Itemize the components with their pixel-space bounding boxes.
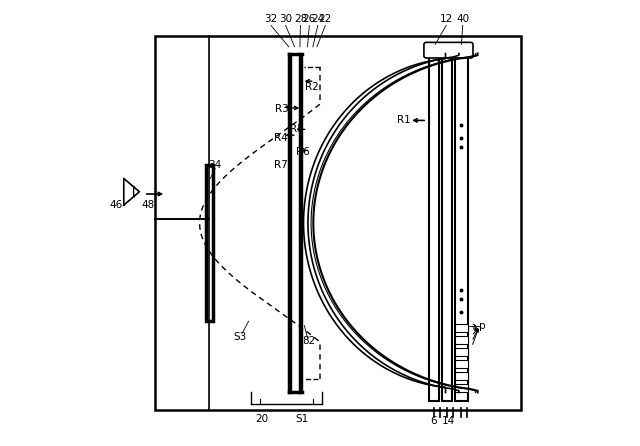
Text: R4: R4 — [275, 133, 288, 143]
Text: 48: 48 — [141, 200, 155, 210]
Text: 30: 30 — [279, 14, 292, 24]
Text: 46: 46 — [109, 200, 122, 210]
Text: R6: R6 — [296, 147, 310, 157]
Text: R7: R7 — [274, 160, 287, 170]
FancyBboxPatch shape — [455, 324, 468, 332]
Text: S3: S3 — [233, 332, 246, 342]
FancyBboxPatch shape — [455, 336, 468, 344]
Text: 20: 20 — [255, 414, 269, 424]
Text: 40: 40 — [456, 14, 469, 24]
Text: R3: R3 — [275, 104, 289, 114]
FancyBboxPatch shape — [455, 384, 468, 392]
Text: 24: 24 — [311, 14, 324, 24]
Text: 6: 6 — [431, 417, 437, 426]
FancyBboxPatch shape — [206, 165, 213, 321]
Text: 32: 32 — [264, 14, 278, 24]
Text: 22: 22 — [319, 14, 332, 24]
Text: 14: 14 — [442, 417, 455, 426]
Text: R2: R2 — [305, 82, 319, 92]
Text: 82: 82 — [302, 336, 316, 346]
Text: R1: R1 — [397, 116, 411, 125]
Text: 28: 28 — [294, 14, 307, 24]
Text: S1: S1 — [296, 414, 308, 424]
FancyBboxPatch shape — [442, 54, 452, 401]
FancyBboxPatch shape — [455, 54, 468, 401]
FancyBboxPatch shape — [424, 42, 473, 58]
FancyBboxPatch shape — [429, 54, 439, 401]
FancyBboxPatch shape — [455, 372, 468, 380]
FancyBboxPatch shape — [455, 348, 468, 356]
Text: 26: 26 — [303, 14, 316, 24]
Text: p: p — [479, 321, 486, 330]
Text: 12: 12 — [440, 14, 453, 24]
Text: 34: 34 — [209, 160, 222, 170]
Text: R5: R5 — [290, 124, 304, 134]
FancyBboxPatch shape — [455, 360, 468, 368]
